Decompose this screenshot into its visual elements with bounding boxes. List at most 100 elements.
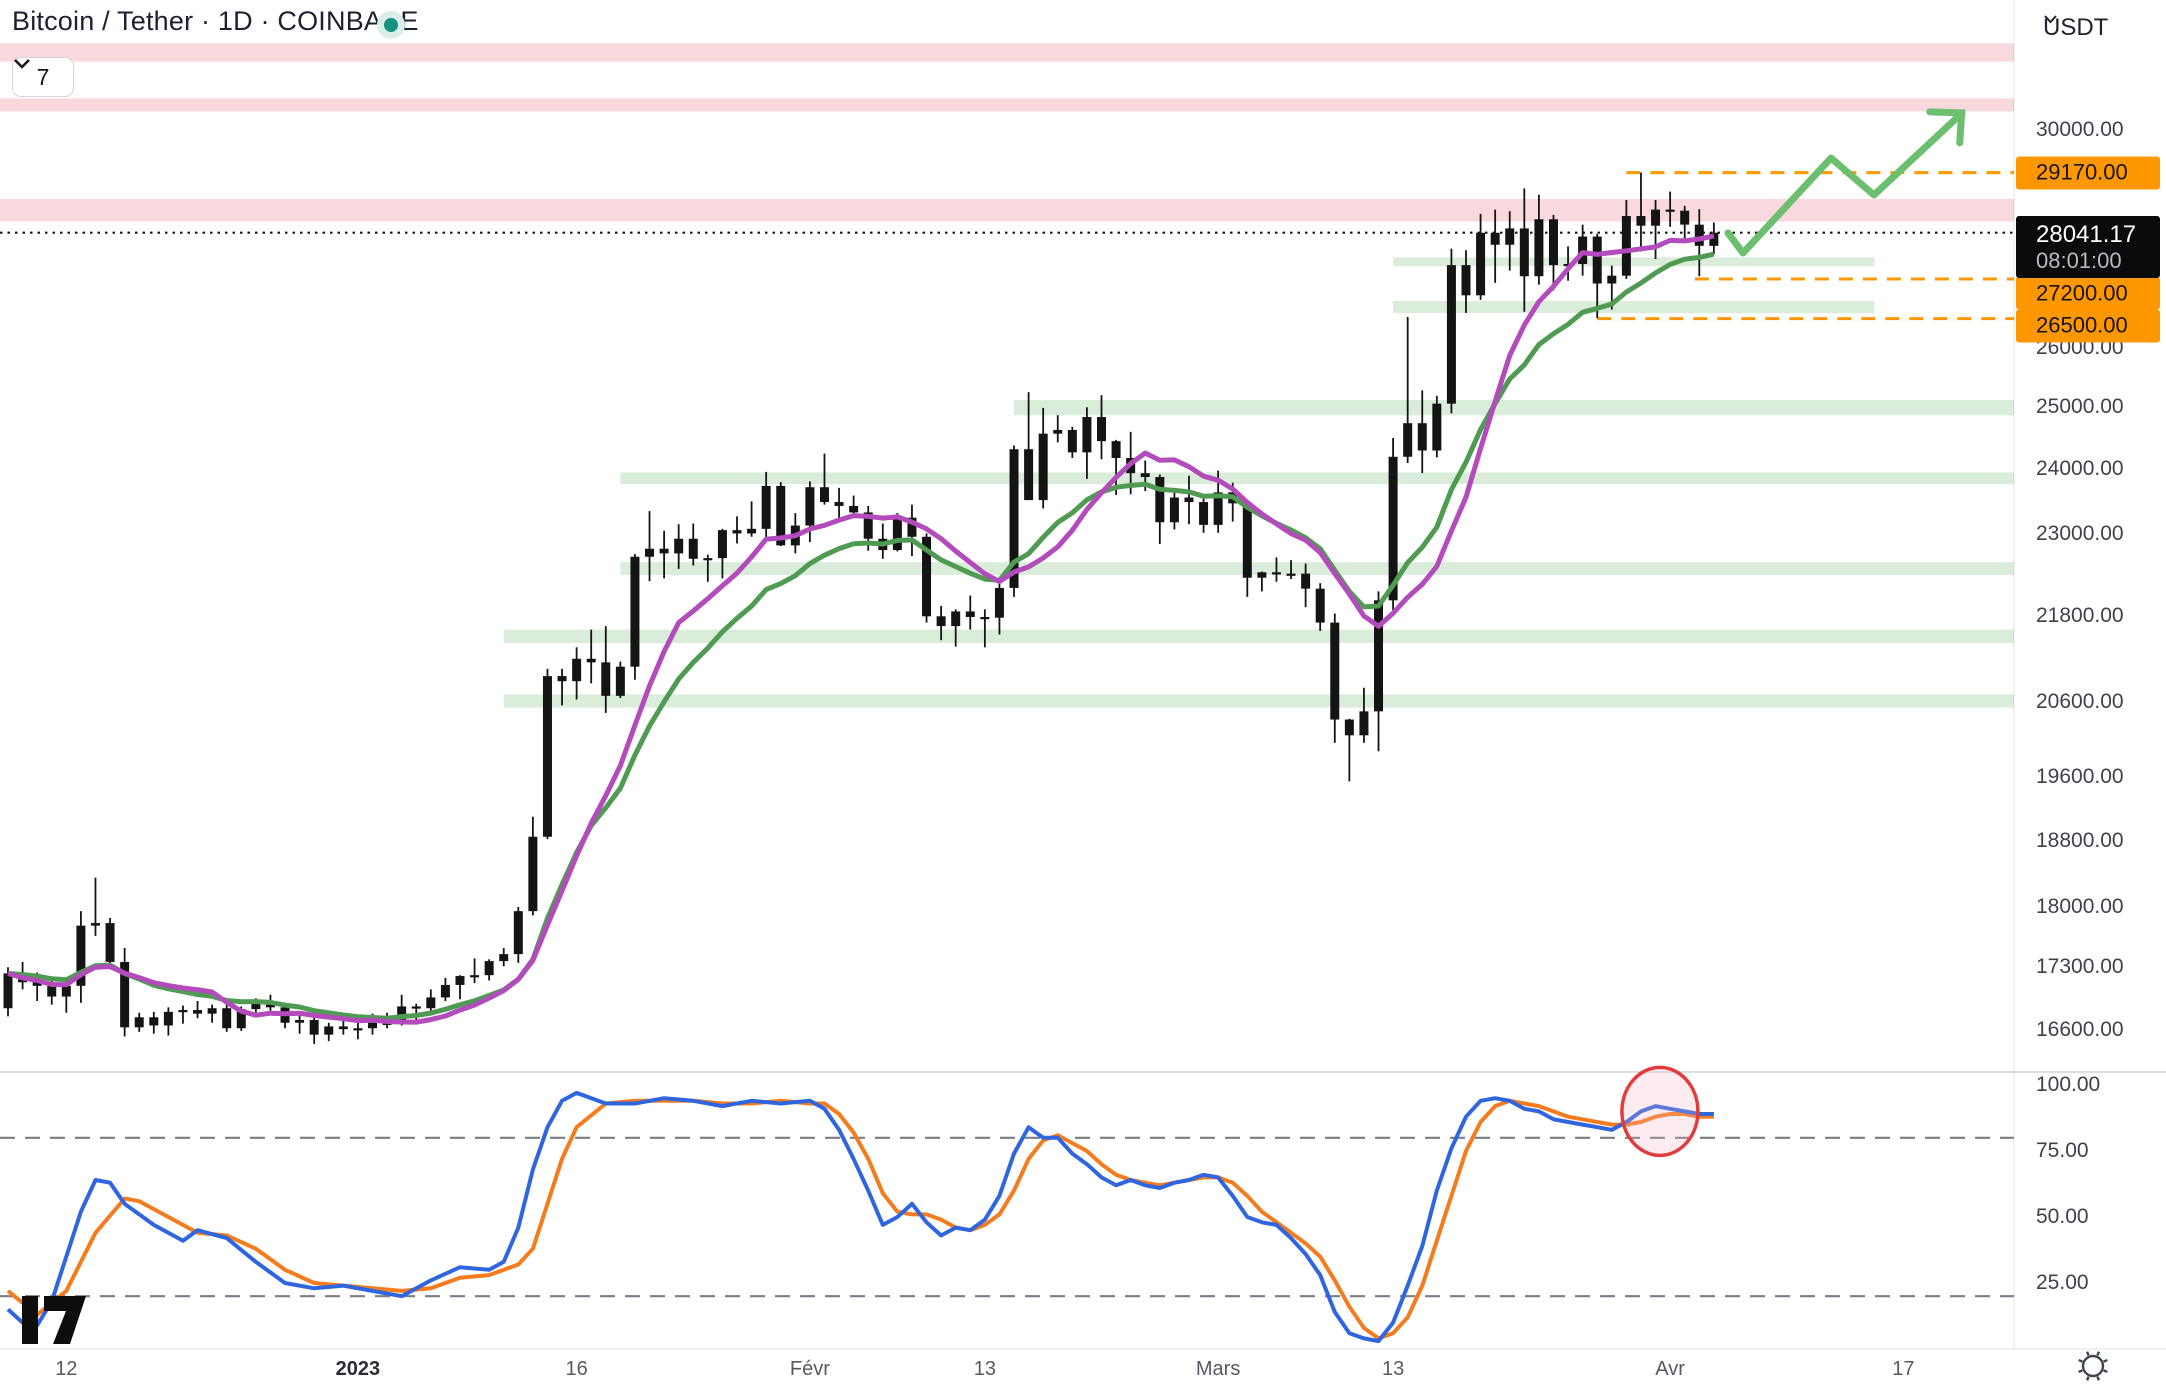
candle-body [1301, 573, 1311, 589]
candle-body [1709, 232, 1719, 246]
candle-body [761, 485, 771, 529]
time-axis-label: 16 [565, 1358, 588, 1380]
alert-price-tag: 27200.00 [2016, 276, 2160, 310]
candle-body [513, 911, 523, 955]
candle-body [834, 502, 844, 506]
candle-body [674, 538, 684, 554]
candle-body [1417, 423, 1427, 451]
candle-body [1592, 236, 1602, 284]
candle-body [1432, 403, 1442, 451]
indicator-axis-label: 25.00 [2036, 1271, 2089, 1294]
candle-body [1257, 572, 1267, 578]
price-axis-label: 16600.00 [2036, 1018, 2124, 1042]
candle-body [965, 611, 975, 617]
price-axis-label: 19600.00 [2036, 765, 2124, 789]
candle-body [1315, 588, 1325, 623]
candle-body [1476, 232, 1486, 296]
candle-body [717, 530, 727, 559]
gear-icon[interactable] [2070, 1343, 2116, 1389]
candle-body [470, 975, 480, 978]
candle-body [120, 961, 130, 1028]
candle-body [1359, 711, 1369, 736]
candle-body [207, 1008, 217, 1014]
candle-body [776, 485, 786, 546]
candle-body [1490, 232, 1500, 245]
candle-body [1388, 456, 1398, 601]
candle-body [1199, 502, 1209, 525]
candle-body [557, 676, 567, 682]
resistance-zone [0, 98, 2014, 112]
candle-body [1111, 441, 1121, 459]
price-axis-label: 25000.00 [2036, 395, 2124, 419]
price-axis-label: 23000.00 [2036, 522, 2124, 546]
candle-body [994, 587, 1004, 618]
candle-body [324, 1026, 334, 1035]
candle-body [1097, 417, 1106, 442]
support-zone [1393, 300, 1875, 313]
tradingview-logo[interactable] [18, 1286, 108, 1366]
ma-slow [7, 251, 1715, 1021]
price-axis-label: 18800.00 [2036, 828, 2124, 852]
time-axis-label: Févr [789, 1358, 830, 1380]
candle-body [455, 976, 465, 985]
candle-body [484, 961, 494, 976]
candle-body [1330, 622, 1340, 720]
candle-body [1286, 573, 1296, 576]
candle-body [1009, 449, 1019, 588]
currency-toggle[interactable]: USDT [2043, 14, 2108, 42]
candle-body [1403, 423, 1413, 457]
candle-body [193, 1010, 203, 1014]
candle-body [76, 925, 86, 986]
candle-body [528, 836, 538, 912]
candle-body [542, 676, 552, 837]
arrow-head [1926, 108, 1966, 147]
candle-body [411, 1006, 421, 1009]
price-axis-label: 20600.00 [2036, 689, 2124, 713]
candle-body [134, 1017, 144, 1028]
candle-body [163, 1011, 173, 1026]
indicator-axis-label: 50.00 [2036, 1205, 2089, 1228]
last-price-tag: 28041.17 08:01:00 [2016, 216, 2160, 278]
candle-body [178, 1010, 188, 1013]
candle-body [586, 658, 596, 663]
price-axis-label: 30000.00 [2036, 118, 2124, 141]
candle-body [936, 616, 946, 627]
candle-body [1519, 228, 1529, 277]
support-zone [620, 472, 2014, 485]
candle-body [1038, 433, 1048, 501]
candle-body [1140, 473, 1150, 478]
support-zone [503, 694, 2015, 708]
time-axis-label: 12 [55, 1358, 78, 1380]
candle-body [805, 487, 815, 526]
time-axis-label: Mars [1195, 1358, 1241, 1380]
object-tree-button[interactable]: 7 [12, 57, 74, 97]
time-axis-label: 13 [1381, 1358, 1405, 1380]
chevron-down-icon [2044, 15, 2057, 24]
candle-body [105, 923, 115, 962]
candle-body [1446, 265, 1456, 404]
highlight-circle [1620, 1065, 1700, 1158]
candle-body [572, 658, 582, 682]
candle-body [1621, 216, 1631, 276]
support-zone [503, 629, 2015, 644]
candle-body [601, 662, 611, 696]
candle-body [1636, 216, 1646, 226]
ma-fast [7, 233, 1715, 1025]
chevron-down-icon [14, 59, 30, 69]
market-status-icon[interactable] [377, 11, 405, 39]
support-resistance-zones [0, 43, 2015, 708]
candle-body [222, 1008, 232, 1029]
candle-body [659, 548, 669, 554]
candle-body [1548, 219, 1558, 266]
resistance-zone [0, 43, 2014, 62]
symbol-title[interactable]: Bitcoin / Tether · 1D · COINBASE [12, 6, 419, 36]
candle-body [1694, 224, 1704, 246]
resistance-zone [0, 198, 2014, 222]
price-axis-label: 18000.00 [2036, 894, 2124, 918]
candle-body [90, 923, 100, 926]
candle-body [236, 1009, 246, 1029]
stochastic-panel [0, 1065, 2014, 1344]
alert-price-tag: 26500.00 [2016, 309, 2160, 343]
